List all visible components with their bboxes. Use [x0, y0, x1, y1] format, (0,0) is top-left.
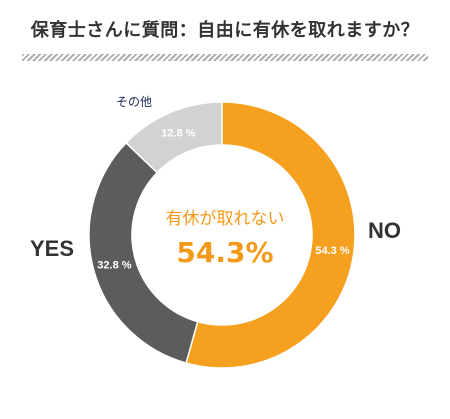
legend-label-yes: YES	[30, 236, 75, 261]
slice-yes-value-label: 32.8 %	[97, 259, 131, 271]
legend-label-no: NO	[368, 218, 401, 243]
center-label: 有休が取れない	[165, 209, 285, 229]
title-underline	[22, 54, 428, 61]
slice-no-value-label: 54.3 %	[315, 245, 349, 257]
slice-yes	[88, 141, 199, 364]
slice-labels-group: 54.3 % 32.8 % 12.8 %	[97, 127, 350, 271]
slices-group	[88, 101, 356, 369]
slice-other-value-label: 12.8 %	[161, 127, 195, 139]
chart-title: 保育士さんに質問：自由に有休を取れますか？	[30, 20, 420, 41]
center-value: 54.3%	[176, 236, 274, 269]
slice-other	[125, 101, 223, 174]
legend-label-other: その他	[116, 95, 153, 109]
slice-no	[185, 101, 356, 369]
